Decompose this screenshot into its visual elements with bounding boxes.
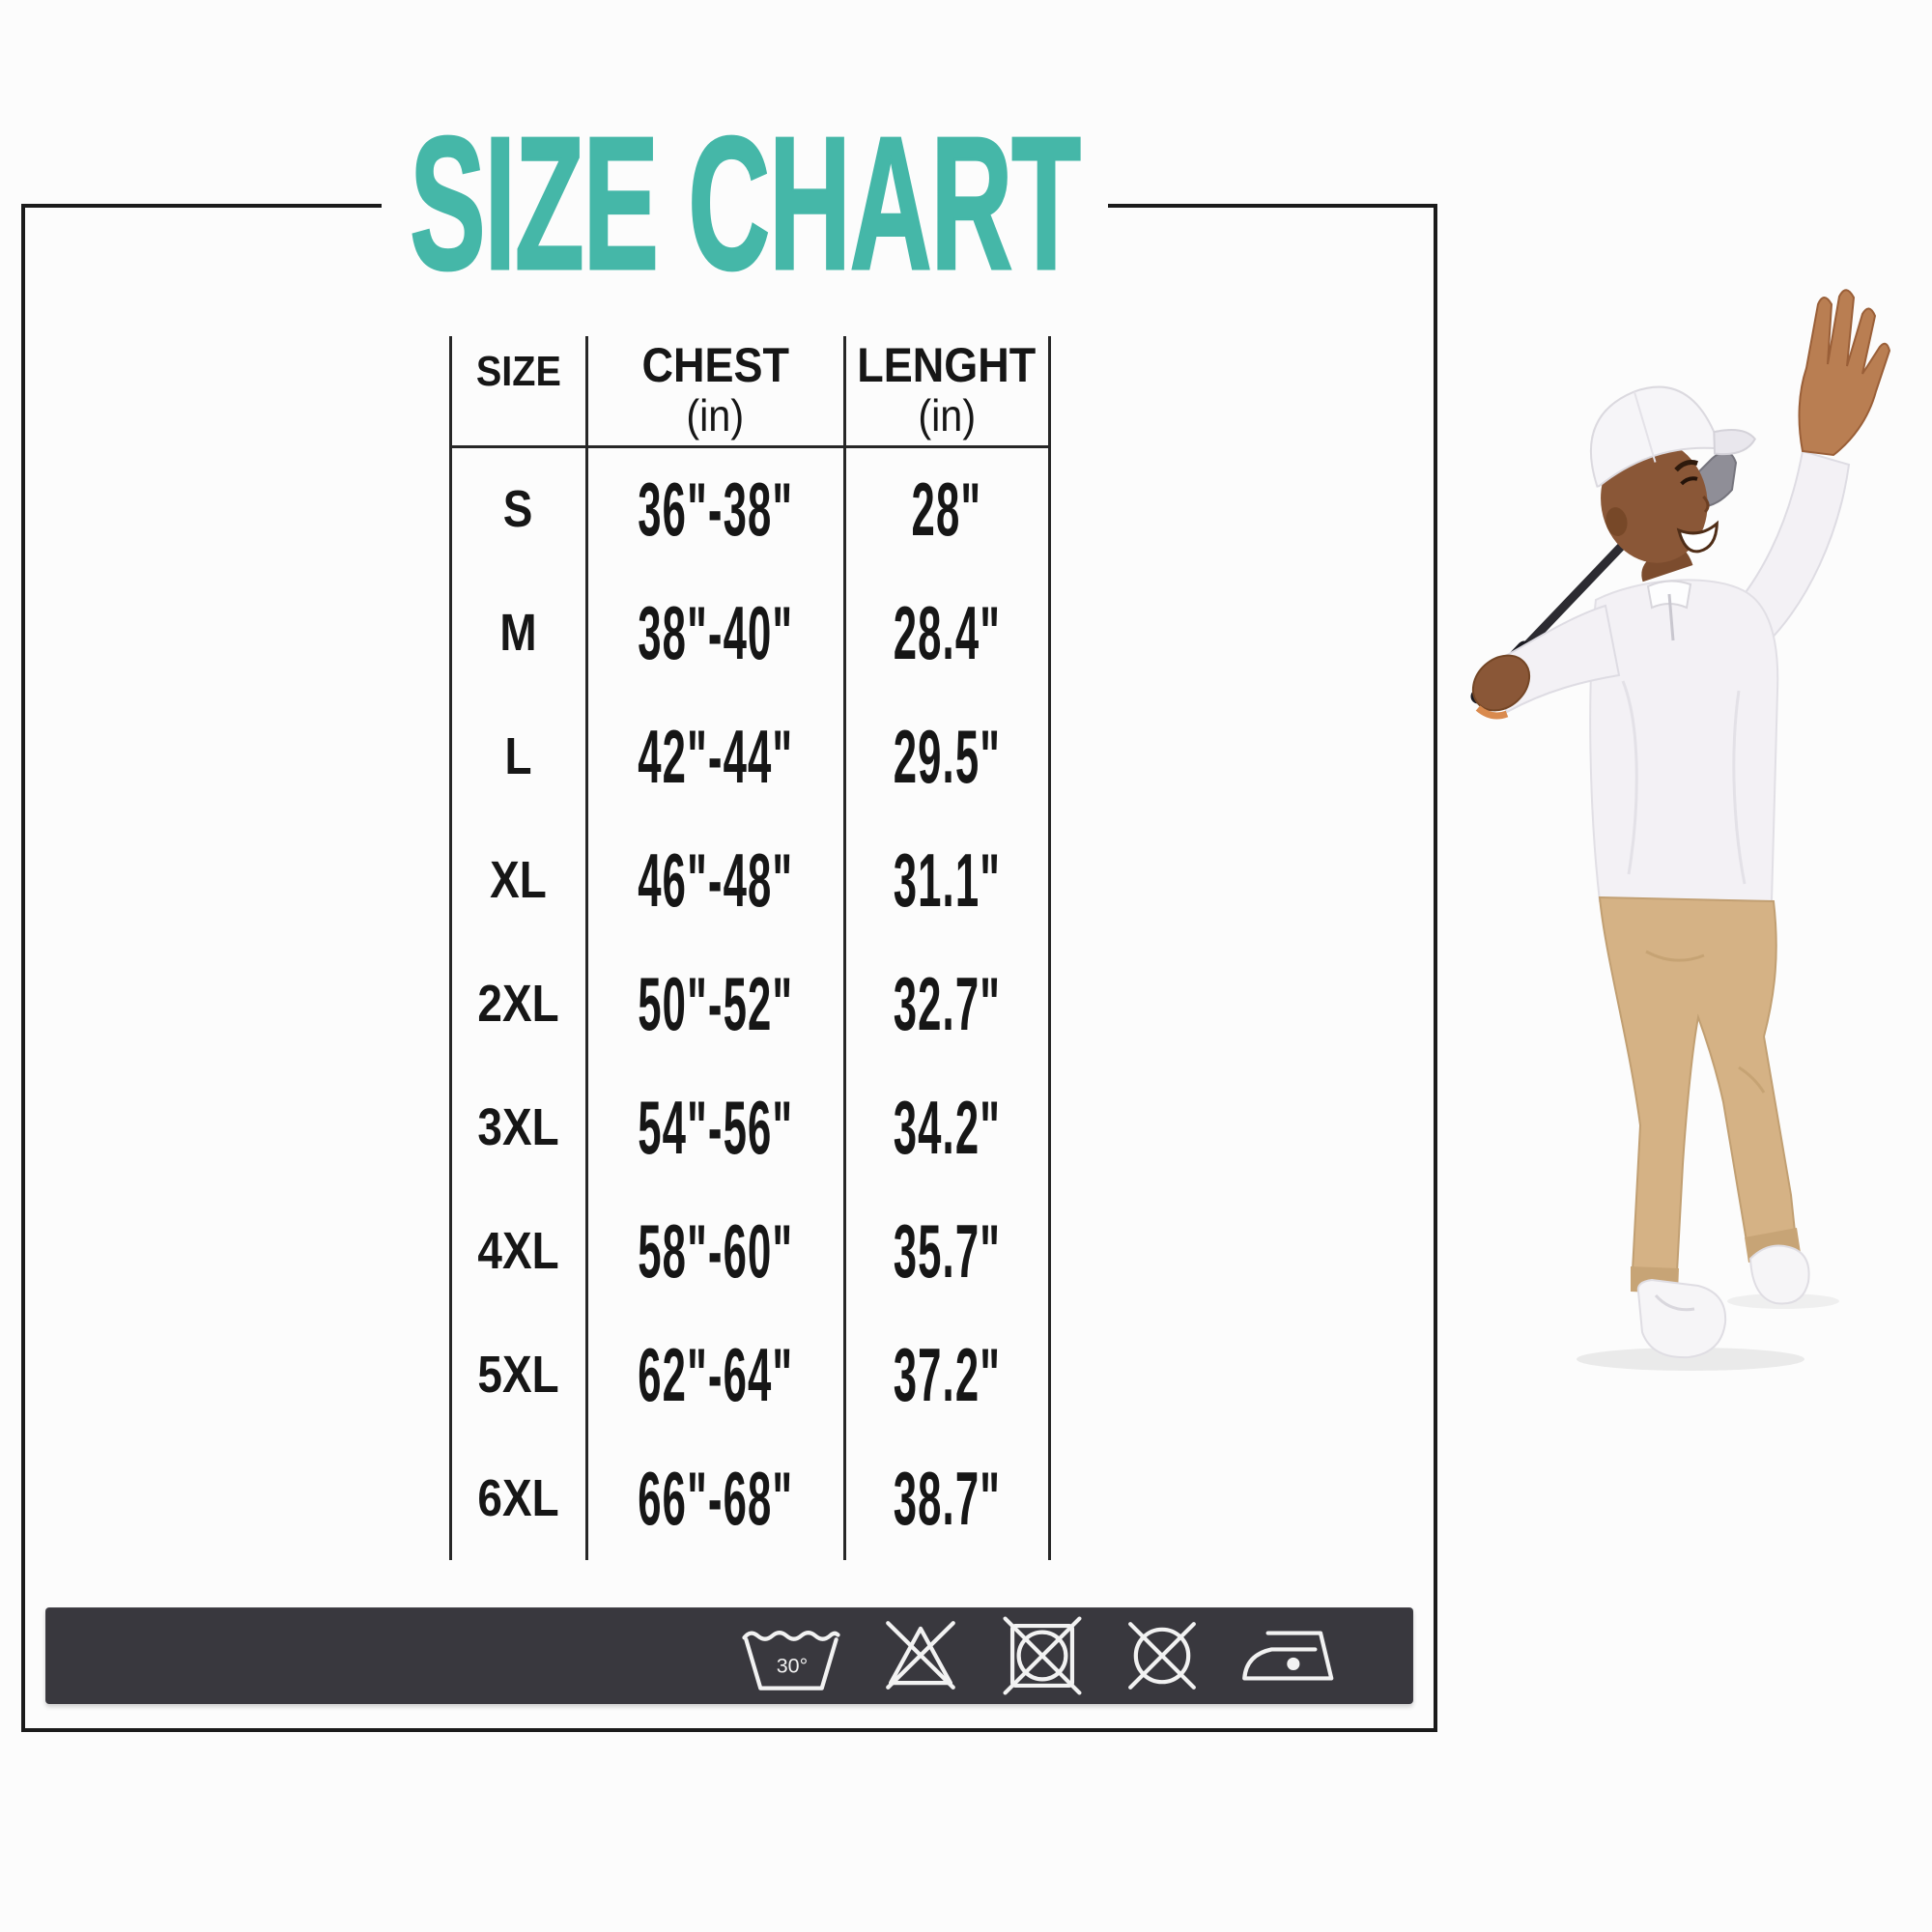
chest-cell: 62"-64" (638, 1331, 793, 1417)
column-header-chest: CHEST (in) (586, 340, 844, 444)
size-cell: XL (490, 851, 547, 909)
size-cell: 3XL (477, 1098, 559, 1156)
chest-cell: 38"-40" (638, 589, 793, 675)
column-header-label: CHEST (641, 338, 789, 392)
chest-cell: 42"-44" (638, 713, 793, 799)
chest-cell: 46"-48" (638, 837, 793, 923)
table-row: 2XL 50"-52" 32.7" (450, 942, 1049, 1065)
length-cell: 32.7" (893, 960, 1001, 1046)
table-row: 6XL 66"-68" 38.7" (450, 1436, 1049, 1560)
table-column-divider-1 (585, 336, 588, 1560)
table-row: 5XL 62"-64" 37.2" (450, 1313, 1049, 1436)
iron-one-dot-icon (1242, 1631, 1334, 1681)
do-not-tumble-dry-icon (1003, 1616, 1082, 1695)
size-cell: S (503, 480, 533, 538)
table-row: L 42"-44" 29.5" (450, 695, 1049, 818)
length-cell: 28" (911, 466, 982, 552)
size-cell: 2XL (477, 975, 559, 1033)
chest-cell: 50"-52" (638, 960, 793, 1046)
column-header-length: LENGHT (in) (844, 340, 1049, 444)
length-cell: 31.1" (893, 837, 1001, 923)
care-instructions-bar: 30° (45, 1607, 1413, 1704)
table-row: M 38"-40" 28.4" (450, 571, 1049, 695)
chest-cell: 58"-60" (638, 1208, 793, 1293)
chest-cell: 36"-38" (638, 466, 793, 552)
golfer-photo (1470, 289, 1891, 1371)
white-sneaker-front (1636, 1278, 1727, 1359)
size-cell: 6XL (477, 1469, 559, 1527)
page-title: SIZE CHART (409, 98, 1082, 309)
open-hand (1798, 289, 1891, 457)
white-sneaker-back (1748, 1244, 1810, 1305)
table-header-divider (450, 445, 1050, 448)
table-border-left (449, 336, 452, 1560)
length-cell: 35.7" (893, 1208, 1001, 1293)
do-not-bleach-icon (886, 1621, 955, 1690)
column-header-size: SIZE (450, 340, 586, 444)
table-row: S 36"-38" 28" (450, 447, 1049, 571)
machine-wash-30-icon: 30° (742, 1631, 840, 1690)
svg-text:30°: 30° (777, 1655, 808, 1678)
length-cell: 38.7" (893, 1455, 1001, 1541)
do-not-dry-clean-icon (1128, 1622, 1196, 1690)
table-column-divider-2 (843, 336, 846, 1560)
chest-cell: 66"-68" (638, 1455, 793, 1541)
length-cell: 28.4" (893, 589, 1001, 675)
size-cell: 4XL (477, 1222, 559, 1280)
length-cell: 34.2" (893, 1084, 1001, 1170)
size-cell: M (499, 604, 537, 662)
length-cell: 37.2" (893, 1331, 1001, 1417)
golfer-head (1601, 440, 1719, 582)
table-border-right (1048, 336, 1051, 1560)
white-cap (1589, 385, 1756, 488)
table-row: XL 46"-48" 31.1" (450, 818, 1049, 942)
column-header-unit: (in) (686, 389, 745, 440)
title-band: SIZE CHART (382, 107, 1108, 299)
column-header-label: SIZE (475, 348, 561, 395)
length-cell: 29.5" (893, 713, 1001, 799)
table-row: 4XL 58"-60" 35.7" (450, 1189, 1049, 1313)
ground-shadow (1577, 1348, 1804, 1371)
chest-cell: 54"-56" (638, 1084, 793, 1170)
column-header-unit: (in) (918, 389, 976, 440)
table-row: 3XL 54"-56" 34.2" (450, 1065, 1049, 1189)
khaki-pants (1598, 895, 1797, 1274)
column-header-label: LENGHT (857, 338, 1037, 392)
size-cell: 5XL (477, 1346, 559, 1404)
size-cell: L (504, 727, 532, 785)
